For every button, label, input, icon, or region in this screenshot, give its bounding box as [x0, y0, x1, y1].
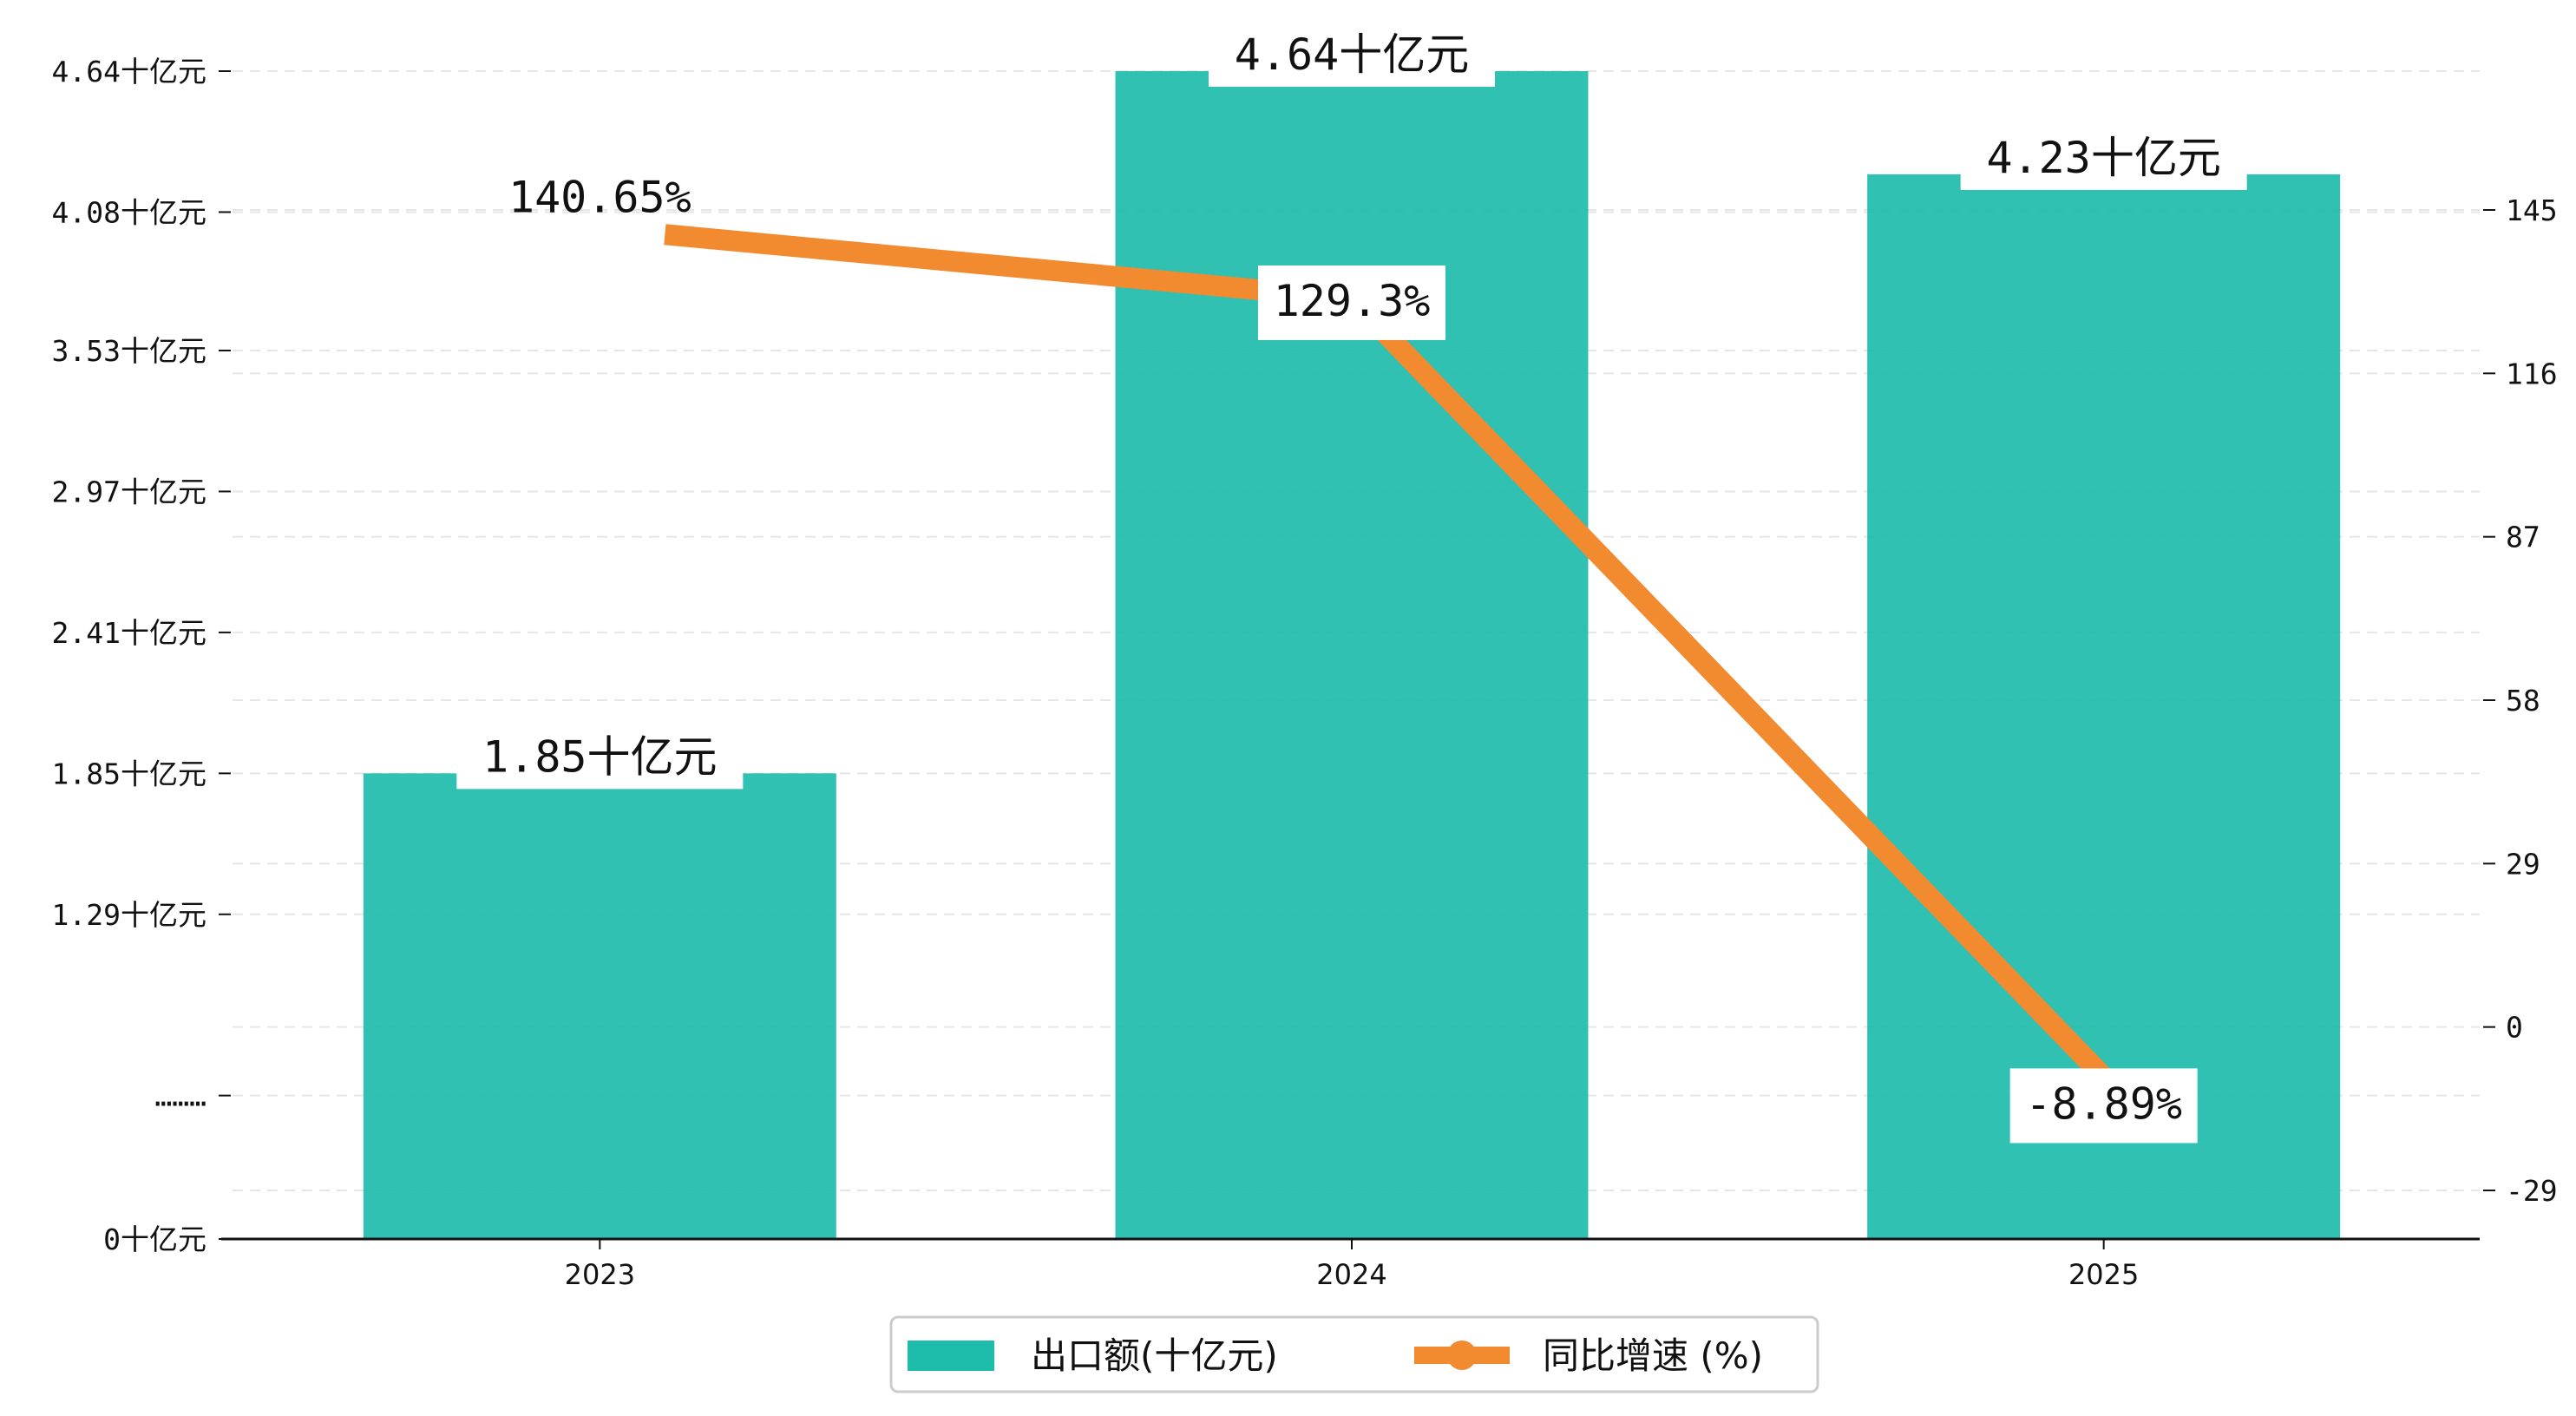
line-label-box — [1258, 265, 1445, 340]
y2-tick-label: 0 — [2506, 1011, 2523, 1045]
y2-tick-label: 29 — [2506, 847, 2540, 881]
bar-value-label: 4.23十亿元 — [1986, 133, 2220, 183]
bar — [1115, 71, 1589, 1239]
axes: 2023 2024 2025 0十亿元 ……… 1.29十亿元 1.85十亿元 2.41十亿元… — [52, 55, 2558, 1291]
legend-line-marker — [1447, 1341, 1477, 1370]
bar-label-box — [1960, 123, 2247, 190]
y2-tick-label: 87 — [2506, 521, 2540, 554]
line-value-label: 140.65% — [508, 172, 692, 222]
data-labels: 1.85十亿元 4.64十亿元 4.23十亿元 140.65% 129.3% -8.89% — [456, 21, 2247, 1144]
legend-frame — [889, 1315, 1819, 1393]
legend-bar-swatch — [908, 1341, 994, 1371]
line-label-box — [2009, 1068, 2198, 1144]
y-tick-label: 3.53十亿元 — [52, 334, 206, 368]
bar — [1867, 174, 2341, 1240]
y2-tick-label: 145 — [2506, 193, 2558, 227]
y-tick-label: 1.85十亿元 — [52, 757, 206, 790]
x-tick-label: 2025 — [2068, 1258, 2139, 1291]
y2-tick-label: 116 — [2506, 357, 2558, 390]
y-tick-label: ……… — [154, 1079, 206, 1113]
bar-value-label: 1.85十亿元 — [482, 731, 717, 782]
bar-value-label: 4.64十亿元 — [1235, 30, 1469, 80]
x-tick-label: 2024 — [1316, 1258, 1386, 1291]
y2-tick-label: 58 — [2506, 684, 2540, 718]
y-tick-label: 2.97十亿元 — [52, 475, 206, 508]
line-value-label: -8.89% — [2025, 1078, 2182, 1129]
legend-line-label: 同比增速 (%) — [1543, 1334, 1763, 1377]
y-tick-label: 1.29十亿元 — [52, 898, 206, 932]
bar-label-box — [456, 723, 744, 790]
bar-series — [363, 71, 2341, 1240]
legend[interactable]: 出口额(十亿元) 同比增速 (%) — [889, 1315, 1819, 1393]
y-tick-label: 4.64十亿元 — [52, 55, 206, 88]
bar — [363, 773, 836, 1239]
y2-tick-label: -29 — [2506, 1174, 2558, 1208]
bar-label-box — [1209, 21, 1495, 87]
y-tick-label: 0十亿元 — [103, 1223, 206, 1256]
line-value-label: 129.3% — [1274, 276, 1431, 326]
y-tick-label: 2.41十亿元 — [52, 616, 206, 650]
legend-bar-label: 出口额(十亿元) — [1031, 1334, 1278, 1377]
x-tick-label: 2023 — [565, 1258, 635, 1291]
y-tick-label: 4.08十亿元 — [52, 195, 206, 229]
